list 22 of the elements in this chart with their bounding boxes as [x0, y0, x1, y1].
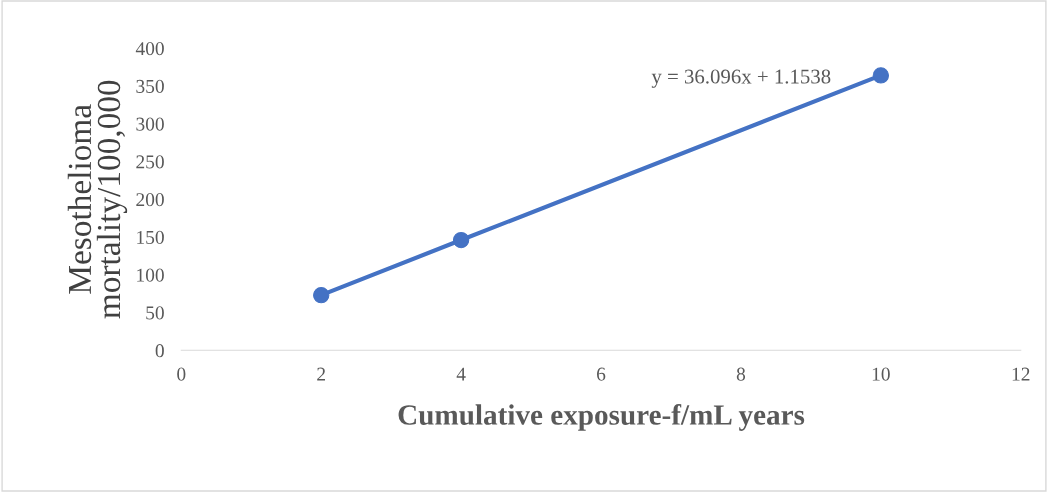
- point: [313, 287, 330, 304]
- y-tick-label: 350: [136, 79, 164, 93]
- x-tick-label: 10: [872, 367, 890, 381]
- point: [872, 67, 889, 84]
- y-tick-label: 300: [136, 117, 164, 131]
- y-tick-label: 250: [136, 155, 164, 169]
- x-tick-label: 6: [597, 367, 606, 381]
- x-tick-label: 12: [1012, 367, 1030, 381]
- x-tick-label: 8: [736, 367, 746, 381]
- y-tick-label: 200: [136, 193, 164, 207]
- x-tick-label: 0: [177, 367, 186, 381]
- y-tick-label: 0: [155, 344, 164, 358]
- y-tick-label: 50: [146, 306, 164, 320]
- y-tick-label: 150: [137, 230, 164, 244]
- y-axis-title: Mesothelioma mortality/100,000: [67, 80, 128, 319]
- annotation: y = 36.096x + 1.1538: [651, 69, 831, 88]
- point: [452, 231, 470, 249]
- y-tick-label: 100: [137, 268, 164, 282]
- x-tick-label: 4: [456, 367, 466, 381]
- x-tick-label: 2: [317, 367, 325, 381]
- y-tick-label: 400: [135, 42, 164, 56]
- x-axis-title: Cumulative exposure-f/mL years: [398, 404, 805, 431]
